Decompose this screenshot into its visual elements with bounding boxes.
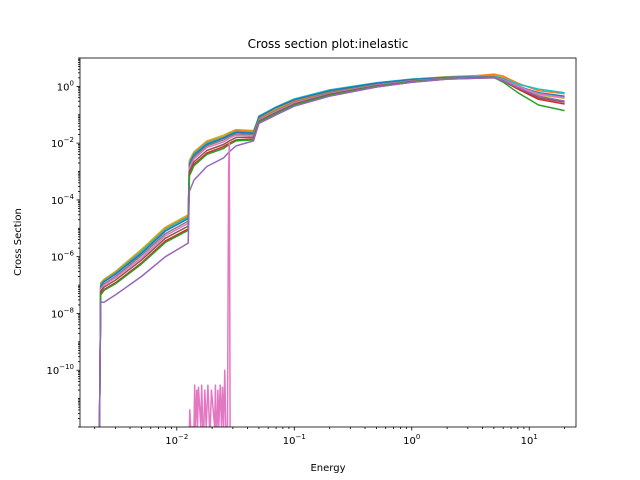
plot-frame: [79, 57, 577, 428]
y-axis-label: Cross Section: [13, 208, 24, 276]
y-axis: 10−10 10−8 10−6 10−4 10−2 100: [46, 57, 80, 428]
y-tick-label-2: 10−8: [51, 306, 74, 320]
x-axis-label: Energy: [310, 463, 345, 474]
x-tick-label-4: 101: [521, 433, 538, 447]
plot-area: [98, 73, 565, 427]
chart-title: Cross section plot:inelastic: [248, 37, 409, 51]
y-tick-label-4: 10−4: [51, 193, 75, 207]
y-tick-label-3: 10−6: [51, 250, 75, 264]
x-tick-label-2: 10−1: [283, 433, 306, 447]
x-axis: 10−2 10−1 100 101: [94, 427, 566, 447]
series-layer: [98, 73, 565, 427]
x-tick-label-1: 10−2: [165, 433, 188, 447]
y-tick-label-6: 100: [57, 79, 74, 93]
series-line-11: [188, 142, 231, 427]
y-tick-label-5: 10−2: [51, 136, 74, 150]
x-tick-label-3: 100: [403, 433, 420, 447]
series-line-10: [98, 77, 565, 427]
y-tick-label-1: 10−10: [46, 363, 74, 377]
